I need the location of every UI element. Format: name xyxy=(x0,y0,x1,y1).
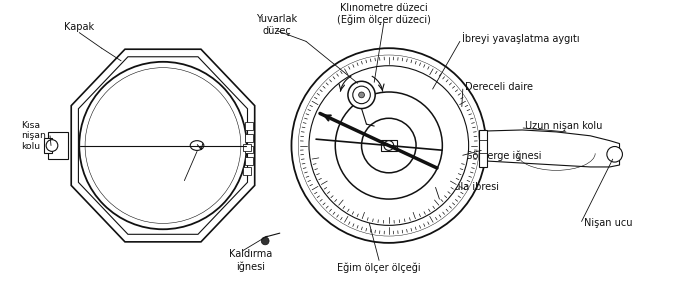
Bar xyxy=(245,146,253,153)
Circle shape xyxy=(85,68,241,223)
Circle shape xyxy=(309,66,469,225)
Text: Yuvarlak
düzeç: Yuvarlak düzeç xyxy=(256,14,297,36)
Bar xyxy=(243,143,250,151)
Text: Eksen çizgisi: Eksen çizgisi xyxy=(103,129,165,139)
Circle shape xyxy=(362,118,416,173)
Text: Ayna: Ayna xyxy=(141,102,166,111)
Bar xyxy=(245,122,253,130)
Text: Kısa
nişan
kolu: Kısa nişan kolu xyxy=(21,121,46,151)
Circle shape xyxy=(335,92,442,199)
Text: Oval nişan
gözü: Oval nişan gözü xyxy=(147,176,199,197)
Bar xyxy=(480,130,487,167)
Polygon shape xyxy=(71,49,255,242)
Text: Pusula ibresi: Pusula ibresi xyxy=(437,182,500,192)
Circle shape xyxy=(353,86,371,104)
Circle shape xyxy=(348,81,375,109)
Polygon shape xyxy=(79,57,248,234)
Circle shape xyxy=(262,237,269,245)
Circle shape xyxy=(298,55,480,236)
Text: Kaldırma
iğnesi: Kaldırma iğnesi xyxy=(229,249,272,272)
Bar xyxy=(245,157,253,165)
Bar xyxy=(381,140,397,151)
Circle shape xyxy=(46,140,58,151)
Text: İbreyi yavaşlatma aygıtı: İbreyi yavaşlatma aygıtı xyxy=(462,33,580,45)
Bar xyxy=(48,132,68,159)
Text: Eğim ölçer ölçeği: Eğim ölçer ölçeği xyxy=(337,263,421,274)
Bar xyxy=(245,134,253,142)
Circle shape xyxy=(291,48,486,243)
Text: Klınometre düzeci
(Eğim ölçer düzeci): Klınometre düzeci (Eğim ölçer düzeci) xyxy=(337,3,431,25)
Polygon shape xyxy=(483,130,620,167)
Text: Uzun nişan kolu: Uzun nişan kolu xyxy=(525,121,602,131)
Text: Dereceli daire: Dereceli daire xyxy=(465,82,533,92)
Text: Nişan ucu: Nişan ucu xyxy=(584,219,632,228)
Circle shape xyxy=(384,141,394,150)
Ellipse shape xyxy=(190,141,204,150)
Bar xyxy=(44,138,52,153)
Circle shape xyxy=(607,146,622,162)
Circle shape xyxy=(79,62,247,229)
Text: Gösterge iğnesi: Gösterge iğnesi xyxy=(465,150,541,161)
Circle shape xyxy=(359,92,364,98)
Text: Kapak: Kapak xyxy=(64,22,95,32)
Bar xyxy=(243,167,250,175)
